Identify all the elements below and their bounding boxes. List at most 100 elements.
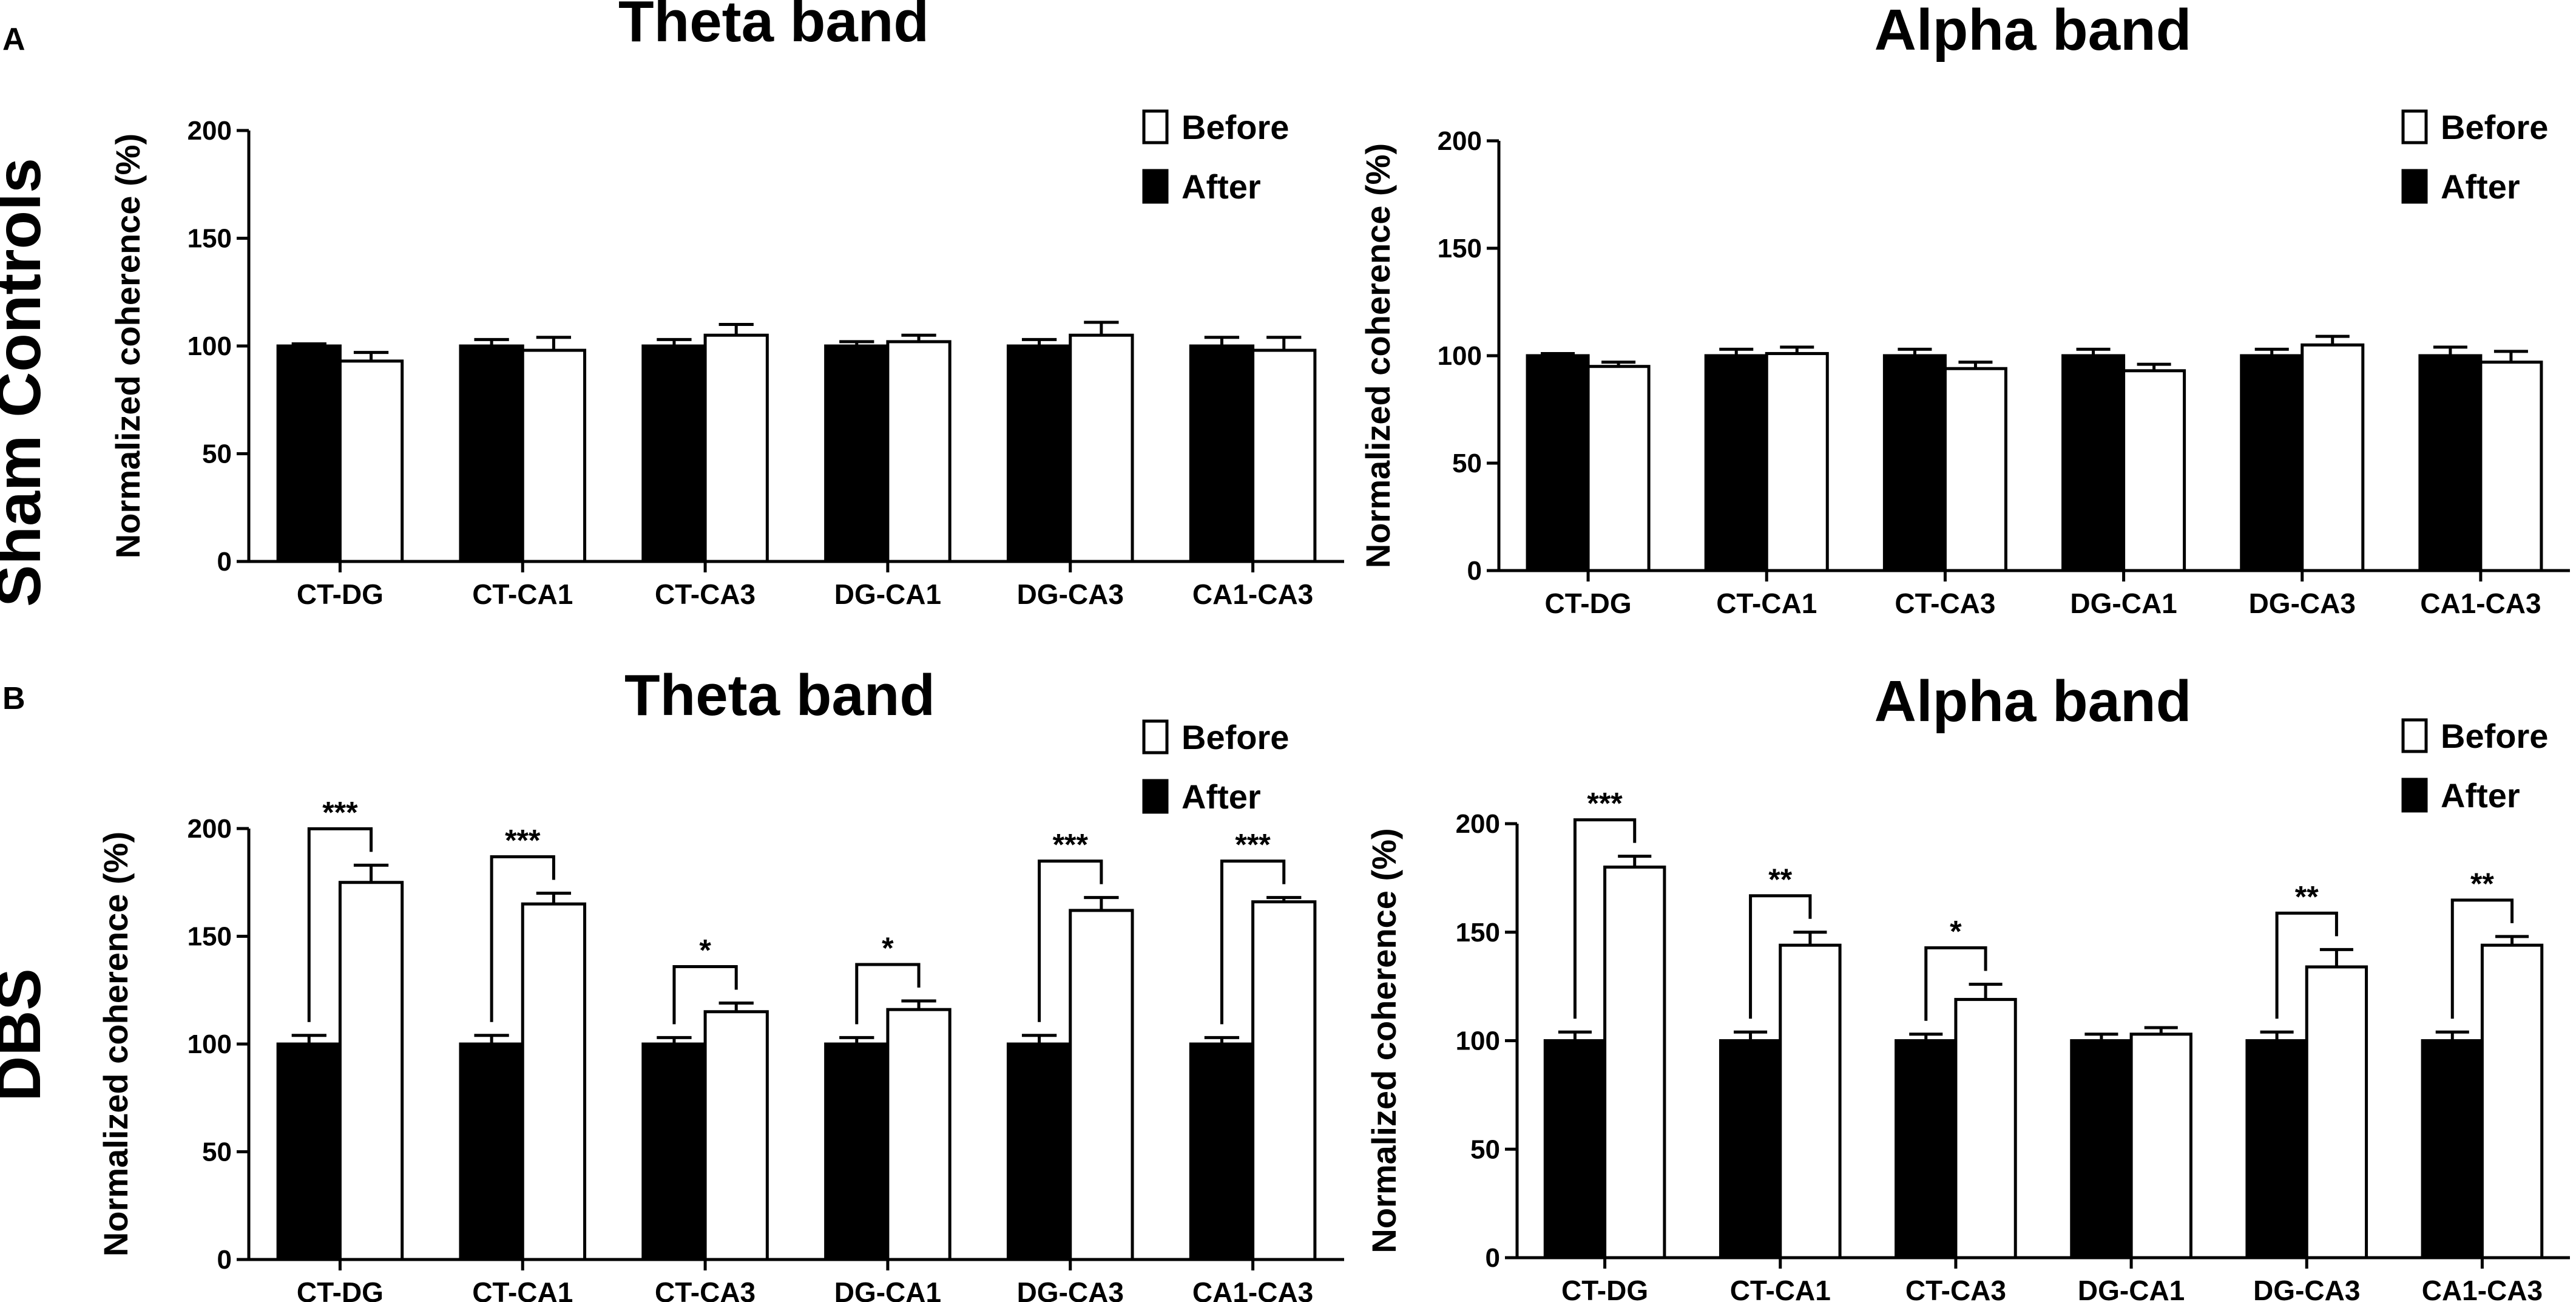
legend-swatch-before [1142,719,1169,754]
y-tick-label: 100 [1438,341,1482,371]
bar-before [1765,351,1829,572]
y-tick-label: 150 [188,224,232,254]
y-tick-label: 200 [1456,809,1500,839]
chart-title: Theta band [618,0,929,54]
bar-before [886,340,952,563]
bar-after [2245,1039,2308,1260]
bar-before [703,333,769,563]
x-tick-label: DG-CA1 [834,1277,941,1302]
y-tick-label: 150 [1456,918,1500,948]
significance-bracket [490,855,555,1022]
bar-before [1251,900,1317,1261]
significance-bracket [1220,860,1286,1025]
significance-label: * [1950,915,1962,949]
y-axis-label: Normalized coherence (%) [96,832,135,1256]
bar-after [276,1042,342,1261]
bar-after [1189,344,1255,563]
y-tick-label: 0 [1486,1243,1500,1273]
bar-before [338,881,404,1261]
row-label-sham: Sham Controls [0,158,54,607]
x-tick-label: DG-CA3 [1017,578,1124,610]
y-tick-label: 0 [217,1245,232,1275]
chart-title: Alpha band [1875,669,2192,734]
legend-label-before: Before [2441,717,2548,755]
chart-sham-theta: Theta band Normalized coherence (%) 0 50 100… [109,0,1344,610]
bar-after [1189,1042,1255,1261]
bar-before [1603,866,1666,1260]
bar-after [2070,1039,2133,1260]
legend-swatch-before [2401,109,2428,144]
significance-bracket [307,827,373,1022]
chart-title: Theta band [624,663,935,728]
legend-swatch-after [1142,169,1169,204]
bar-after [1704,354,1768,572]
legend-swatch-after [2401,169,2428,204]
y-tick-label: 200 [188,814,232,844]
x-tick-label: CT-CA3 [1895,588,1995,619]
x-tick-label: CA1-CA3 [1192,578,1313,610]
x-tick-label: CT-CA3 [655,578,756,610]
legend-label-before: Before [1182,718,1289,756]
chart-dbs-theta: Theta band Normalized coherence (%) 0 50 100… [96,663,1344,1302]
panel-label-b: B [2,681,25,716]
significance-bracket [1924,946,1987,1021]
significance-label: *** [1235,828,1271,862]
x-tick-label: DG-CA3 [1017,1277,1124,1302]
legend-swatch-after [2401,778,2428,813]
significance-label: ** [2295,880,2319,914]
significance-label: * [882,931,894,965]
bar-after [1006,344,1072,563]
significance-label: ** [1768,863,1792,897]
legend-label-after: After [2441,168,2520,206]
bar-before [2122,369,2186,572]
bar-after [1543,1039,1607,1260]
x-tick-label: CT-DG [1545,588,1632,619]
y-tick-label: 50 [1470,1134,1500,1164]
bar-before [521,902,587,1261]
x-tick-label: CT-CA1 [1716,588,1817,619]
y-axis-label: Normalized coherence (%) [1359,143,1397,568]
legend-label-before: Before [1182,108,1289,146]
bar-after [1895,1039,1958,1260]
x-tick-label: CT-DG [297,1277,384,1302]
bar-after [2421,1039,2484,1260]
significance-label: *** [1587,787,1623,821]
bar-after [459,1042,524,1261]
x-tick-label: DG-CA1 [834,578,941,610]
bar-before [2479,361,2543,572]
bar-before [886,1008,952,1261]
y-tick-label: 200 [188,116,232,146]
bar-before [1954,998,2017,1260]
bar-before [1779,943,1842,1260]
x-tick-label: DG-CA3 [2249,588,2356,619]
bar-before [2305,965,2368,1260]
legend-label-after: After [1182,778,1261,816]
x-tick-label: CT-CA3 [655,1277,756,1302]
significance-label: *** [505,824,541,858]
bar-before [1251,348,1317,563]
significance-bracket [855,963,921,1025]
bar-after [641,344,707,563]
legend-swatch-before [2401,718,2428,753]
bar-before [2300,343,2365,572]
x-tick-label: CT-CA1 [1730,1275,1831,1302]
bar-before [1586,365,1651,572]
significance-label: *** [1053,828,1089,862]
significance-label: ** [2470,867,2494,901]
y-tick-label: 100 [188,331,232,361]
bar-before [2129,1032,2192,1260]
bar-before [338,359,404,563]
x-tick-label: CT-CA3 [1905,1275,2006,1302]
y-tick-label: 0 [217,547,232,577]
bar-after [2418,354,2483,572]
significance-label: *** [322,795,358,829]
significance-label: * [699,934,711,968]
x-tick-label: CA1-CA3 [2420,588,2541,619]
bar-before [703,1010,769,1261]
panel-label-a: A [2,22,25,57]
significance-bracket [672,965,738,1025]
y-tick-label: 150 [188,922,232,952]
y-tick-label: 50 [202,1138,232,1167]
x-tick-label: CT-CA1 [472,578,573,610]
